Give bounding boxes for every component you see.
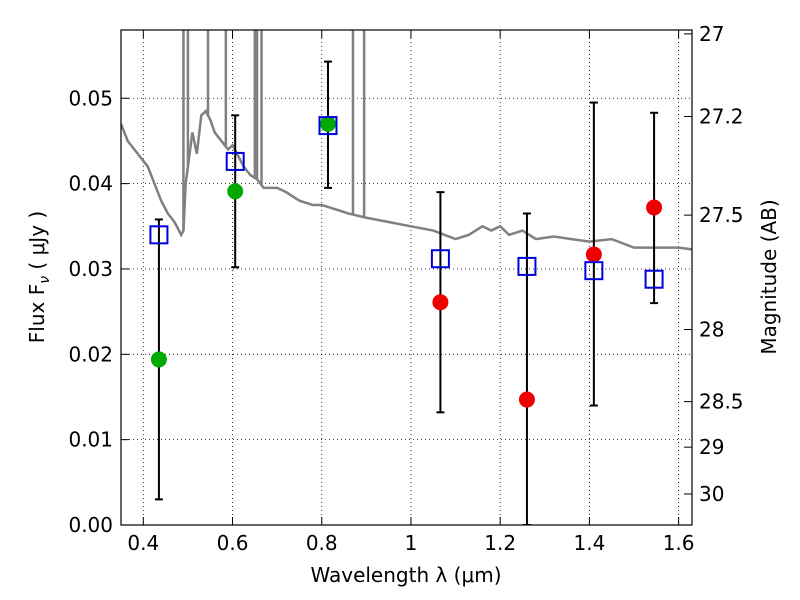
green-data-point xyxy=(319,115,336,132)
model-square-marker xyxy=(318,116,338,136)
red-data-point xyxy=(646,199,663,216)
y-tick-label: 0.01 xyxy=(68,428,113,452)
plot-frame xyxy=(120,29,693,526)
y-tick-label: 0.00 xyxy=(68,513,113,537)
red-data-point xyxy=(432,294,449,311)
x-axis-title: Wavelength λ (μm) xyxy=(310,563,501,587)
green-data-point xyxy=(227,183,244,200)
model-square-marker xyxy=(584,261,604,281)
green-data-point xyxy=(150,351,167,368)
red-data-point xyxy=(585,246,602,263)
x-tick-label: 1.2 xyxy=(484,531,516,555)
x-tick-label: 1.6 xyxy=(663,531,695,555)
axis-ticks: 0.4 0.6 0.8 1 1.2 1.4 1.6 0.00 0.01 0.02 0.03 0.04 0… xyxy=(68,22,743,555)
plot-area xyxy=(121,30,692,525)
right-tick-label: 30 xyxy=(699,482,724,506)
y-tick-label: 0.03 xyxy=(68,257,113,281)
model-square-marker xyxy=(225,151,245,171)
x-tick-label: 0.6 xyxy=(217,531,249,555)
model-square-marker xyxy=(430,249,450,269)
right-tick-label: 27 xyxy=(699,22,724,46)
right-tick-label: 29 xyxy=(699,435,724,459)
right-tick-label: 28 xyxy=(699,317,724,341)
y-axis-title: Flux Fν ( μJy ) xyxy=(25,211,53,343)
model-square-marker xyxy=(517,256,537,276)
grid xyxy=(121,30,692,526)
red-data-point xyxy=(518,391,535,408)
x-tick-label: 0.4 xyxy=(127,531,159,555)
right-tick-label: 28.5 xyxy=(699,390,744,414)
y-tick-label: 0.05 xyxy=(68,86,113,110)
x-tick-label: 1.4 xyxy=(573,531,605,555)
model-square-marker xyxy=(644,269,664,289)
right-tick-label: 27.2 xyxy=(699,105,744,129)
model-spectrum-line xyxy=(121,109,692,251)
x-tick-label: 1 xyxy=(405,531,418,555)
x-tick-label: 0.8 xyxy=(306,531,338,555)
right-axis-title: Magnitude (AB) xyxy=(757,199,781,354)
y-tick-label: 0.04 xyxy=(68,172,113,196)
axes-frame xyxy=(120,29,693,526)
y-tick-label: 0.02 xyxy=(68,342,113,366)
model-square-marker xyxy=(149,225,169,245)
right-tick-label: 27.5 xyxy=(699,203,744,227)
